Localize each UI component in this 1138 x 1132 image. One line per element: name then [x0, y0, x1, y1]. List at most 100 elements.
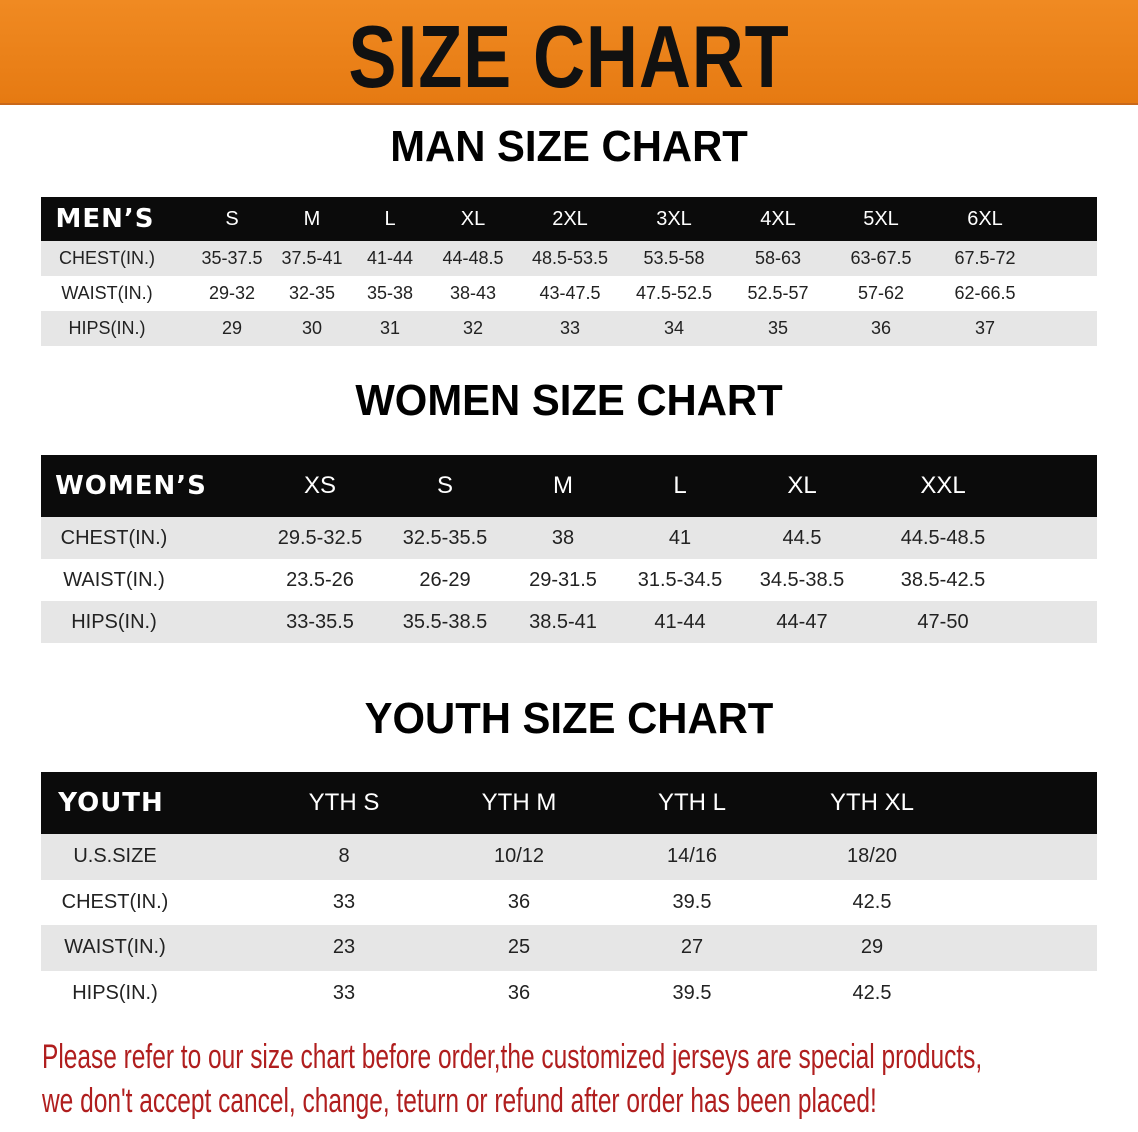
- table-cell: 38.5-42.5: [900, 568, 986, 591]
- youth-header-row: YOUTH YTH S YTH M YTH L YTH XL: [41, 772, 1097, 834]
- table-cell: 39.5: [672, 890, 712, 913]
- men-section-title: MAN SIZE CHART: [390, 122, 748, 171]
- size-header: 3XL: [656, 207, 692, 230]
- table-cell: 43-47.5: [539, 283, 601, 303]
- table-row: CHEST(IN.) 33 36 39.5 42.5: [41, 880, 1097, 926]
- row-label: CHEST(IN.): [59, 248, 155, 268]
- table-cell: 63-67.5: [850, 248, 912, 268]
- table-row: WAIST(IN.) 23.5-26 26-29 29-31.5 31.5-34.5 34…: [41, 559, 1097, 601]
- table-cell: 57-62: [857, 283, 905, 303]
- youth-table-title: YOUTH: [58, 788, 164, 818]
- table-cell: 37: [974, 318, 996, 338]
- women-size-table: WOMEN’S XS S M L XL XXL CHEST(IN.) 29.5-32.5 32.5…: [41, 455, 1097, 645]
- youth-size-table: YOUTH YTH S YTH M YTH L YTH XL U.S.SIZE 8 10/12…: [41, 772, 1097, 1017]
- table-cell: 31: [379, 318, 401, 338]
- table-cell: 47-50: [917, 610, 969, 633]
- women-section-title: WOMEN SIZE CHART: [355, 376, 783, 425]
- table-cell: 52.5-57: [747, 283, 809, 303]
- size-header: 2XL: [552, 207, 588, 230]
- table-cell: 36: [507, 981, 531, 1004]
- table-cell: 58-63: [754, 248, 802, 268]
- table-row: HIPS(IN.) 33 36 39.5 42.5: [41, 971, 1097, 1017]
- row-label: HIPS(IN.): [71, 610, 157, 633]
- table-cell: 41-44: [654, 610, 706, 633]
- row-label: WAIST(IN.): [61, 283, 153, 303]
- table-row: CHEST(IN.) 29.5-32.5 32.5-35.5 38 41 44.5 44.5…: [41, 517, 1097, 559]
- table-cell: 18/20: [846, 845, 898, 868]
- table-cell: 44.5-48.5: [900, 526, 986, 549]
- table-cell: 34.5-38.5: [759, 568, 845, 591]
- table-cell: 35-37.5: [201, 248, 263, 268]
- size-header: YTH M: [481, 789, 557, 816]
- table-cell: 29-32: [208, 283, 256, 303]
- table-cell: 32: [462, 318, 484, 338]
- women-header-row: WOMEN’S XS S M L XL XXL: [41, 455, 1097, 517]
- table-cell: 29.5-32.5: [277, 526, 363, 549]
- row-label: HIPS(IN.): [68, 318, 146, 338]
- table-cell: 38.5-41: [529, 610, 597, 633]
- table-cell: 30: [301, 318, 323, 338]
- table-cell: 36: [870, 318, 892, 338]
- table-cell: 42.5: [852, 981, 892, 1004]
- notice-line-2: we don't accept cancel, change, teturn o…: [42, 1082, 877, 1120]
- men-table-title: MEN’S: [55, 204, 155, 234]
- table-cell: 8: [338, 845, 350, 868]
- size-header: YTH S: [308, 789, 380, 816]
- table-cell: 27: [680, 936, 704, 959]
- size-header: XL: [787, 472, 817, 499]
- size-header: XXL: [920, 472, 966, 499]
- table-cell: 33-35.5: [286, 610, 354, 633]
- row-label: WAIST(IN.): [63, 568, 165, 591]
- table-cell: 37.5-41: [281, 248, 343, 268]
- size-header: L: [384, 207, 396, 230]
- table-cell: 35: [767, 318, 789, 338]
- row-label: CHEST(IN.): [60, 526, 168, 549]
- size-header: S: [436, 472, 454, 499]
- table-cell: 36: [507, 890, 531, 913]
- table-cell: 32-35: [288, 283, 336, 303]
- row-label: WAIST(IN.): [64, 936, 166, 959]
- size-header: 4XL: [760, 207, 796, 230]
- table-cell: 38: [551, 526, 575, 549]
- table-cell: 62-66.5: [954, 283, 1016, 303]
- row-label: CHEST(IN.): [61, 890, 169, 913]
- table-row: WAIST(IN.) 23 25 27 29: [41, 925, 1097, 971]
- row-label: HIPS(IN.): [72, 981, 158, 1004]
- table-cell: 35.5-38.5: [402, 610, 488, 633]
- table-row: HIPS(IN.) 29 30 31 32 33 34 35 36 37: [41, 311, 1097, 346]
- size-chart-banner: SIZE CHART: [0, 0, 1138, 106]
- size-header: XL: [460, 207, 486, 230]
- size-header: YTH L: [657, 789, 727, 816]
- table-cell: 48.5-53.5: [531, 248, 609, 268]
- row-label: U.S.SIZE: [73, 845, 157, 868]
- table-cell: 44-47: [776, 610, 828, 633]
- table-cell: 39.5: [672, 981, 712, 1004]
- table-cell: 35-38: [366, 283, 414, 303]
- table-cell: 44.5: [782, 526, 822, 549]
- table-cell: 29: [860, 936, 884, 959]
- table-cell: 29: [221, 318, 243, 338]
- women-table-title: WOMEN’S: [55, 471, 207, 501]
- table-cell: 23: [332, 936, 356, 959]
- table-cell: 41-44: [366, 248, 414, 268]
- table-row: U.S.SIZE 8 10/12 14/16 18/20: [41, 834, 1097, 880]
- table-row: WAIST(IN.) 29-32 32-35 35-38 38-43 43-47.5 47.…: [41, 276, 1097, 311]
- size-header: S: [225, 207, 239, 230]
- size-header: M: [553, 472, 573, 499]
- table-cell: 31.5-34.5: [637, 568, 723, 591]
- banner-title: SIZE CHART: [348, 7, 790, 106]
- table-cell: 53.5-58: [643, 248, 705, 268]
- table-row: CHEST(IN.) 35-37.5 37.5-41 41-44 44-48.5 48.5…: [41, 241, 1097, 276]
- men-header-row: MEN’S S M L XL 2XL 3XL 4XL 5XL 6XL: [41, 197, 1097, 241]
- notice-line-1: Please refer to our size chart before or…: [42, 1038, 983, 1076]
- table-cell: 44-48.5: [442, 248, 504, 268]
- table-cell: 26-29: [419, 568, 471, 591]
- table-cell: 23.5-26: [286, 568, 354, 591]
- size-header: YTH XL: [829, 789, 915, 816]
- size-header: M: [303, 207, 321, 230]
- size-header: XS: [303, 472, 337, 499]
- size-header: L: [673, 472, 687, 499]
- table-cell: 42.5: [852, 890, 892, 913]
- table-cell: 32.5-35.5: [402, 526, 488, 549]
- men-size-table: MEN’S S M L XL 2XL 3XL 4XL 5XL 6XL CHEST(IN.) 35-37…: [41, 197, 1097, 346]
